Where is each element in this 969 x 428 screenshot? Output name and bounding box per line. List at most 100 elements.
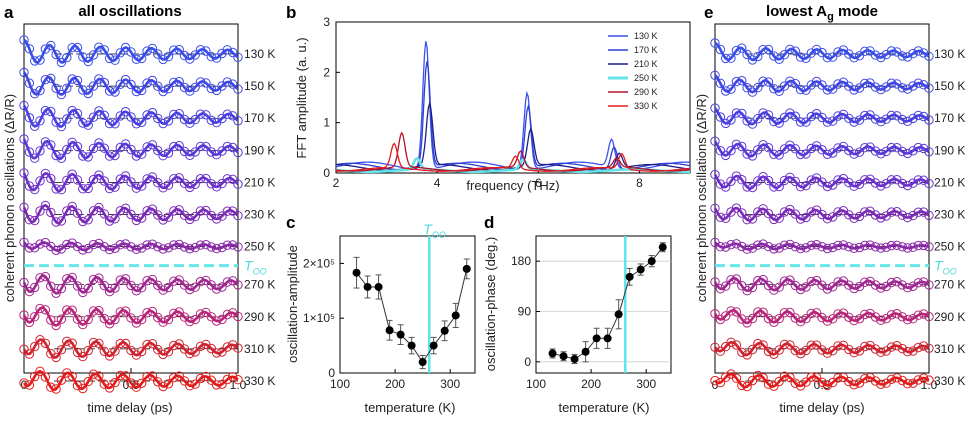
panel-e-data-point <box>902 84 913 94</box>
panel-e-data-point <box>849 85 859 95</box>
panel-a-data-point <box>78 118 88 128</box>
panel-a-data-point <box>120 239 131 249</box>
panel-a-data-point <box>51 117 61 127</box>
panel-e-data-point <box>860 277 870 287</box>
panel-e-data-point <box>763 346 774 357</box>
panel-a-data-point <box>153 113 163 124</box>
panel-a-fit-line <box>22 104 239 128</box>
panel-e-data-point <box>790 242 800 252</box>
panel-a-data-point <box>115 206 126 216</box>
panel-b-fft: 2 4 6 8 0 1 2 3 130 K 170 K 210 K 250 K 290 K 330 K f… <box>294 15 691 193</box>
panel-a-data-point <box>163 116 174 126</box>
panel-a-data-point <box>153 312 163 323</box>
panel-a-data-point <box>147 172 158 182</box>
panel-a-data-point <box>147 306 158 317</box>
panel-c-ylabel: oscillation-amplitude <box>285 245 300 363</box>
panel-b-ytick-label: 3 <box>323 15 330 29</box>
panel-a-temp-label: 150 K <box>244 79 275 93</box>
panel-a-data-point <box>126 47 136 57</box>
panel-e-fit-line <box>714 241 930 251</box>
panel-a-data-point <box>83 345 93 356</box>
panel-e-data-point <box>801 181 811 191</box>
panel-e-data-point <box>902 116 913 127</box>
panel-a-data-point <box>201 205 211 216</box>
panel-e-data-point <box>721 372 731 382</box>
panel-e-data-point <box>769 214 779 225</box>
panel-e-data-point <box>763 379 774 389</box>
panel-a-data-point <box>51 320 61 331</box>
panel-a-data-point <box>110 87 120 97</box>
panel-a-data-point <box>185 182 195 193</box>
panel-a-data-point <box>72 281 83 291</box>
panel-e-data-point <box>795 117 806 127</box>
panel-e-data-point <box>918 277 929 287</box>
panel-e-data-point <box>865 240 875 250</box>
panel-a-data-point <box>120 274 131 284</box>
panel-a-too-label: TOO <box>244 258 267 277</box>
panel-e-data-point <box>742 350 752 360</box>
panel-a-data-point <box>211 348 222 358</box>
panel-e-data-point <box>779 50 790 60</box>
panel-a-data-point <box>158 285 168 295</box>
panel-e-data-point <box>913 110 923 121</box>
panel-e-data-point <box>774 282 784 292</box>
panel-a-fit-line <box>22 338 239 359</box>
panel-e-data-point <box>758 108 768 118</box>
panel-c-data-point <box>385 326 394 335</box>
panel-a-temp-label: 210 K <box>244 175 275 189</box>
panel-e-data-point <box>774 213 784 223</box>
panel-a-data-point <box>126 112 136 122</box>
panel-e-data-point <box>817 80 827 90</box>
panel-e-data-point <box>844 145 854 156</box>
panel-e-data-point <box>876 347 886 357</box>
panel-a-fit-line <box>22 306 239 327</box>
panel-a-data-point <box>222 309 233 320</box>
panel-a-data-point <box>83 56 93 67</box>
panel-e-data-point <box>742 116 752 126</box>
panel-e-data-point <box>870 146 881 156</box>
panel-a-data-point <box>174 205 184 215</box>
panel-a-data-point <box>195 174 206 184</box>
panel-e-temp-label: 290 K <box>934 310 965 324</box>
panel-a-data-point <box>72 208 83 218</box>
panel-e-data-point <box>897 83 907 93</box>
panel-e-data-point <box>860 78 870 89</box>
panel-e-data-point <box>753 307 763 317</box>
panel-b-xtick-label: 8 <box>636 176 643 190</box>
panel-a-data-point <box>131 86 142 97</box>
panel-e-data-point <box>785 76 795 86</box>
panel-a-data-point <box>40 105 51 116</box>
panel-a-data-point <box>185 348 195 359</box>
panel-a-data-point <box>51 150 61 161</box>
panel-e-data-point <box>758 307 768 317</box>
panel-a-data-point <box>94 305 104 316</box>
panel-a-data-point <box>62 274 72 284</box>
panel-e-data-point <box>822 117 833 127</box>
panel-e-data-point <box>747 313 758 324</box>
panel-b-label: b <box>286 3 296 22</box>
panel-a-data-point <box>158 381 168 392</box>
panel-d-data-point <box>658 243 667 252</box>
panel-c-xtick-label: 200 <box>385 377 405 391</box>
panel-a-data-point <box>19 35 29 45</box>
panel-a-data-point <box>179 376 190 386</box>
panel-a-data-point <box>51 217 61 227</box>
panel-a-data-point <box>56 185 67 195</box>
panel-e-data-point <box>897 146 907 157</box>
panel-b-legend-label: 130 K <box>634 31 658 41</box>
panel-a-data-point <box>158 54 168 65</box>
panel-a-data-point <box>83 215 93 225</box>
panel-e-data-point <box>753 338 763 349</box>
panel-a-data-point <box>211 182 222 192</box>
panel-a-data-point <box>217 314 227 325</box>
panel-a-data-point <box>169 109 179 120</box>
panel-a-data-point <box>163 148 174 158</box>
panel-c-data-point <box>440 326 449 335</box>
panel-e-data-point <box>747 375 758 386</box>
panel-c-ytick-label: 0 <box>328 366 335 380</box>
panel-e-data-point <box>908 81 918 91</box>
panel-a-data-point <box>233 179 243 189</box>
panel-e-data-point <box>876 84 886 95</box>
panel-a-data-point <box>120 203 131 214</box>
panel-e-data-point <box>924 147 934 157</box>
